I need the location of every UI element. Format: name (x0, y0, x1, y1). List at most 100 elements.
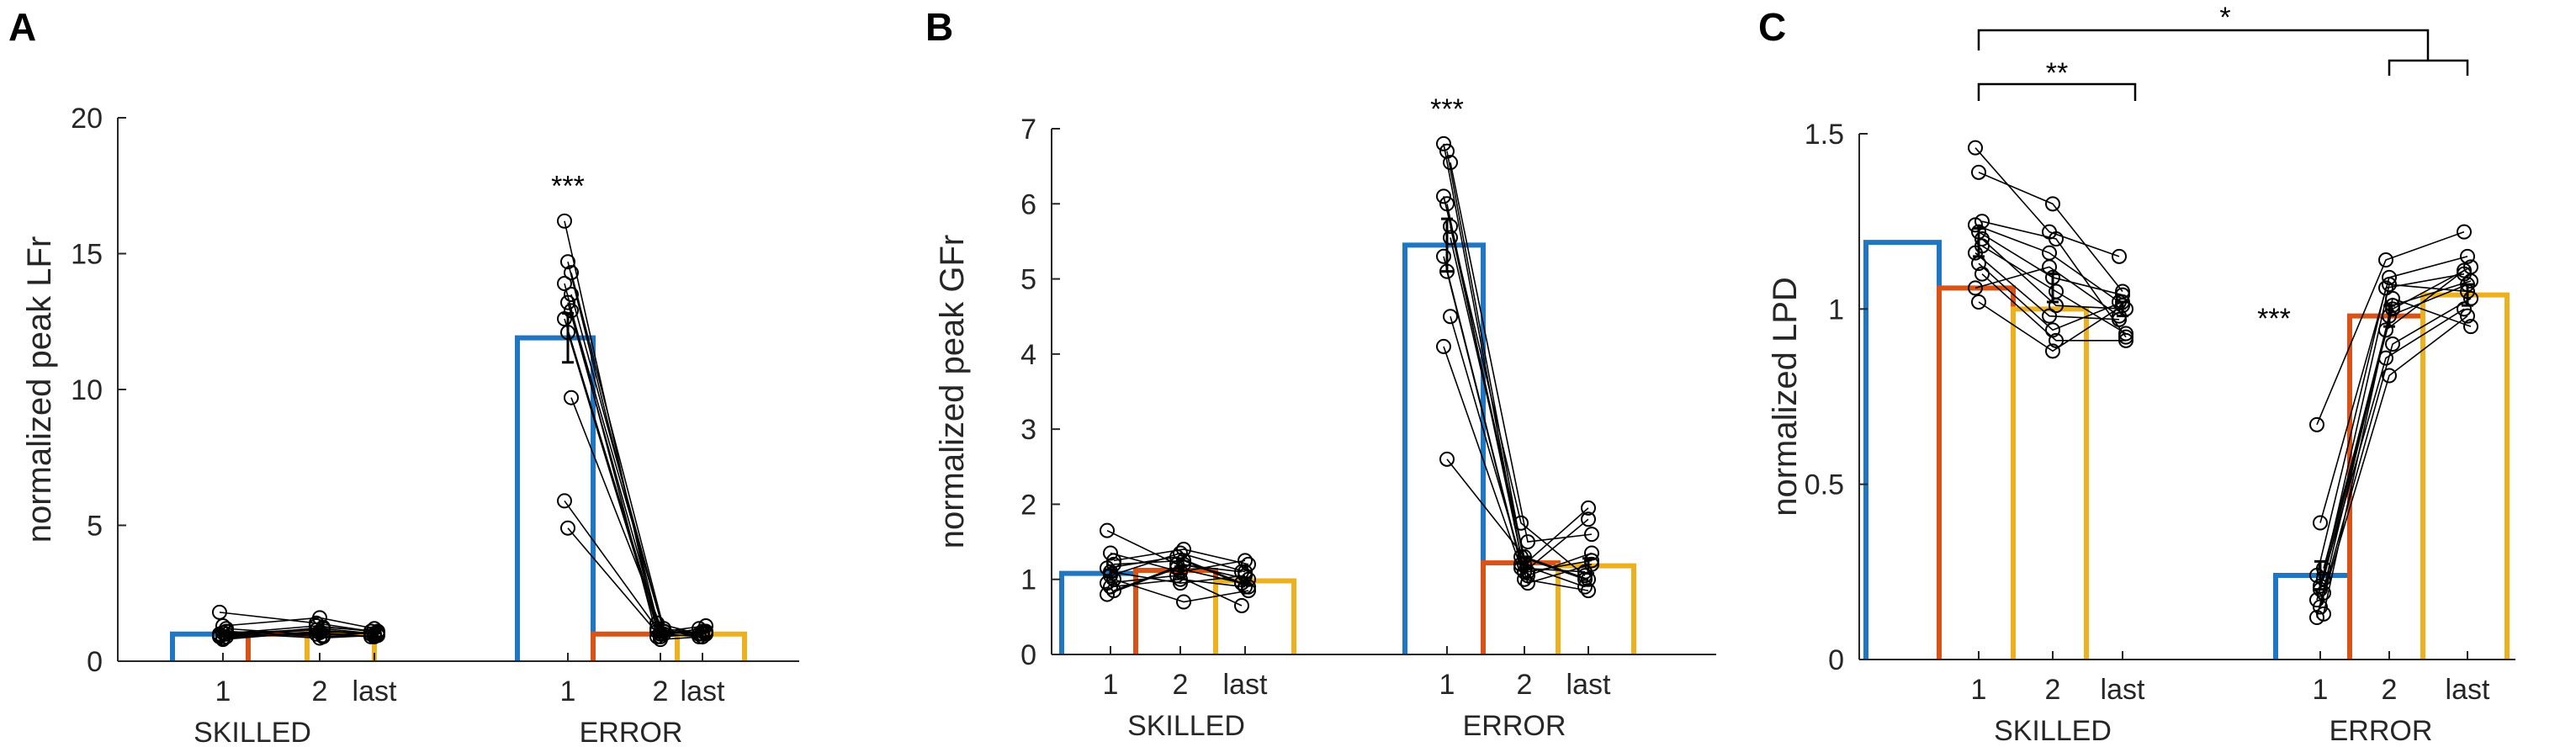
group-label: ERROR (580, 717, 683, 747)
y-tick-label: 4 (1020, 339, 1036, 371)
error-bar (2047, 273, 2059, 304)
subject-point (560, 254, 575, 270)
y-tick-label: 20 (71, 103, 103, 135)
error-bar (655, 629, 666, 638)
subject-point (1443, 155, 1458, 171)
subject-line (1978, 262, 2123, 331)
error-bar (1105, 568, 1116, 579)
subject-point (2457, 301, 2472, 317)
x-tick-label: last (681, 675, 725, 707)
subject-point (2045, 196, 2060, 212)
subject-point (1234, 597, 1249, 613)
panel-letter: A (8, 5, 36, 49)
subject-line (1450, 162, 1593, 543)
subject-point (212, 628, 227, 644)
x-tick-label: 2 (2045, 674, 2061, 706)
bar-skilled-2 (246, 631, 310, 661)
x-tick-label: 1 (2313, 674, 2329, 706)
subject-line (1974, 266, 2120, 317)
subject-line (2319, 283, 2468, 586)
subject-point (2118, 326, 2133, 342)
subject-line (1981, 273, 2126, 342)
subject-line (1450, 237, 1593, 573)
subject-line (1110, 570, 1246, 584)
subject-point (557, 213, 572, 229)
subject-point (2457, 262, 2472, 278)
y-axis-label: normalized peak GFr (934, 235, 971, 548)
subject-point (2112, 248, 2127, 264)
significance-marker: *** (551, 171, 585, 203)
subject-point (2382, 277, 2397, 293)
subject-point (1439, 143, 1455, 159)
error-bar (217, 629, 229, 638)
subject-point (1238, 553, 1253, 569)
subject-point (1968, 140, 1983, 156)
x-tick-label: last (2446, 674, 2490, 706)
bar-error-1 (515, 335, 596, 661)
subject-point (564, 265, 579, 281)
y-tick-label: 6 (1020, 188, 1036, 220)
y-tick-label: 2 (1020, 489, 1036, 521)
subject-point (1241, 556, 1256, 572)
x-tick-label: 2 (653, 675, 669, 707)
subject-line (2316, 230, 2465, 426)
subject-line (1443, 196, 1586, 576)
subject-point (1436, 338, 1451, 354)
subject-point (2463, 273, 2478, 289)
subject-point (1241, 579, 1256, 595)
significance-marker: *** (2257, 303, 2291, 335)
subject-line (1113, 548, 1249, 565)
subject-point (1971, 294, 1986, 310)
x-tick-label: last (352, 675, 397, 707)
subject-line (2316, 273, 2465, 576)
subject-line (1974, 224, 2120, 303)
subject-point (2313, 515, 2328, 531)
subject-point (1968, 217, 1983, 233)
significance-marker: *** (1430, 93, 1464, 125)
subject-point (698, 625, 713, 641)
bar-error-last (1556, 563, 1636, 654)
x-tick-label: 2 (312, 675, 328, 707)
subject-line (564, 220, 700, 635)
subject-point (2045, 343, 2060, 359)
subject-point (1584, 527, 1599, 543)
group-label: ERROR (2330, 715, 2433, 747)
subject-point (2313, 599, 2328, 615)
error-bar (562, 312, 574, 364)
subject-point (1971, 164, 1986, 180)
group-label: SKILLED (1127, 710, 1245, 742)
subject-line (1978, 301, 2123, 352)
x-tick-label: last (1223, 669, 1268, 701)
bracket-across (1977, 29, 2430, 61)
bar-skilled-2 (1937, 285, 2016, 660)
subject-point (1439, 451, 1455, 467)
y-tick-label: 10 (71, 374, 103, 406)
error-bar (2383, 304, 2395, 328)
subject-line (564, 318, 700, 635)
subject-line (567, 302, 703, 638)
subject-point (2049, 231, 2064, 246)
subject-point (2309, 610, 2324, 625)
y-tick-label: 0.5 (1805, 469, 1844, 501)
panel-a: A 0 5 10 15 20 1 2 last SKILLED 1 2 last ERROR normali… (8, 5, 799, 747)
subject-line (1113, 559, 1249, 588)
subject-point (1974, 231, 1990, 246)
subject-point (2385, 336, 2400, 352)
subject-line (1113, 564, 1249, 591)
subject-point (1968, 280, 1983, 296)
subject-point (1100, 522, 1115, 538)
y-tick-label: 15 (71, 239, 103, 271)
subject-point (2378, 280, 2393, 296)
subject-point (557, 276, 572, 292)
y-tick-label: 1 (1020, 564, 1036, 596)
subject-point (560, 520, 575, 536)
subject-point (1103, 564, 1118, 580)
x-tick-label: 1 (1439, 669, 1455, 701)
subject-line (1981, 245, 2127, 335)
subject-line (1113, 578, 1249, 603)
group-label: SKILLED (1994, 715, 2112, 747)
error-bar (1174, 565, 1186, 575)
subject-line (1974, 147, 2120, 257)
